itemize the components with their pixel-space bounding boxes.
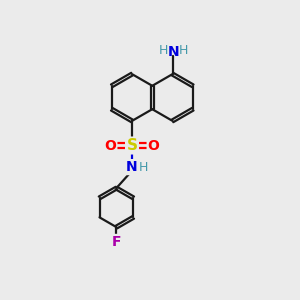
Text: H: H [179,44,189,57]
Text: N: N [168,45,180,59]
Text: O: O [148,139,160,152]
Text: S: S [127,138,137,153]
Text: O: O [104,139,116,152]
Text: H: H [139,160,148,174]
Text: H: H [159,44,168,57]
Text: N: N [126,160,138,174]
Text: F: F [112,235,121,248]
